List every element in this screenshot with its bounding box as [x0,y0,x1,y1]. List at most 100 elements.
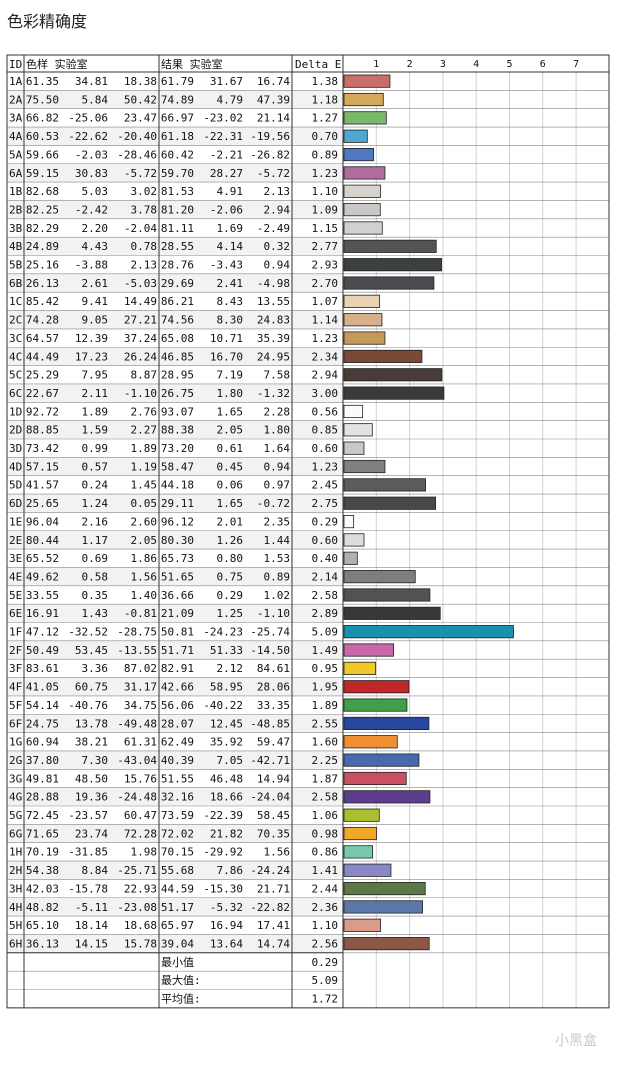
patch-id: 1B [9,185,23,198]
delta-e-value: 1.89 [312,699,339,712]
target-lab-value: 9.05 [82,314,109,327]
delta-e-bar [343,129,368,143]
patch-id: 2C [9,314,22,327]
result-lab-value: 31.67 [210,75,243,88]
result-lab-value: 33.35 [257,699,290,712]
patch-id: 3G [9,772,22,785]
target-lab-value: -0.81 [124,607,157,620]
delta-e-bar [343,147,375,162]
delta-e-bar [343,184,382,198]
delta-e-bar [343,533,365,547]
patch-id: 1F [9,626,22,639]
result-lab-value: 35.92 [210,736,243,749]
patch-id: 1D [9,405,22,418]
result-lab-value: 0.45 [217,460,244,473]
result-lab-value: 0.29 [217,589,244,602]
result-lab-value: 8.30 [217,314,244,327]
target-lab-value: 14.49 [124,295,157,308]
patch-id: 4C [9,350,22,363]
result-lab-value: 73.59 [161,809,194,822]
delta-e-bar [343,368,443,382]
delta-e-bar [343,221,383,235]
delta-e-bar [343,863,392,877]
target-lab-value: -5.03 [124,277,157,290]
result-lab-value: 4.91 [217,185,244,198]
patch-id: 2E [9,534,22,547]
patch-id: 5F [9,699,22,712]
target-lab-value: 1.98 [131,846,158,859]
result-lab-value: 0.94 [264,460,291,473]
delta-e-value: 2.36 [312,901,339,914]
target-lab-value: 26.24 [124,350,157,363]
target-lab-value: 2.13 [131,259,158,272]
result-lab-value: 86.21 [161,295,194,308]
summary-value: 0.29 [312,956,339,969]
delta-e-value: 3.00 [312,387,339,400]
delta-e-value: 1.27 [312,112,339,125]
result-lab-value: 74.89 [161,93,194,106]
result-lab-value: -2.49 [257,222,290,235]
target-lab-value: 2.27 [131,424,158,437]
delta-e-value: 0.60 [312,534,339,547]
target-lab-value: 83.61 [26,662,59,675]
target-lab-value: 59.15 [26,167,59,180]
delta-e-value: 2.44 [312,882,339,895]
patch-id: 6C [9,387,22,400]
patch-id: 6F [9,717,22,730]
delta-e-value: 1.87 [312,772,339,785]
target-lab-value: 54.14 [26,699,59,712]
result-lab-value: 18.66 [210,791,243,804]
result-lab-value: -48.85 [250,717,290,730]
result-lab-value: 0.80 [217,552,244,565]
target-lab-value: 53.45 [75,644,108,657]
delta-e-bar [343,331,386,345]
row-shade [7,824,343,843]
page-title: 色彩精确度 [7,12,88,31]
row-shade [7,310,343,329]
row-shade [7,934,343,953]
delta-e-bar [343,166,386,180]
result-lab-value: 81.53 [161,185,194,198]
result-lab-value: 1.65 [217,405,244,418]
result-lab-value: 1.44 [264,534,291,547]
row-shade [7,861,343,880]
delta-e-bar [343,625,514,639]
delta-e-value: 2.25 [312,754,339,767]
delta-e-value: 1.09 [312,203,339,216]
delta-e-bar [343,496,436,510]
delta-e-value: 2.70 [312,277,339,290]
patch-id: 2A [9,93,23,106]
target-lab-value: -32.52 [68,626,108,639]
result-lab-value: 46.48 [210,772,243,785]
summary-label: 平均值: [161,993,201,1006]
delta-e-bar [343,643,395,657]
patch-id: 6D [9,497,22,510]
delta-e-value: 1.10 [312,919,339,932]
result-lab-value: 21.82 [210,827,243,840]
target-lab-value: 1.17 [82,534,109,547]
target-lab-value: 50.49 [26,644,59,657]
patch-id: 4A [9,130,23,143]
target-lab-value: 0.99 [82,442,109,455]
target-lab-value: 7.30 [82,754,109,767]
patch-id: 2D [9,424,22,437]
delta-e-value: 1.14 [312,314,339,327]
delta-e-bar [343,826,378,841]
delta-e-value: 1.15 [312,222,339,235]
delta-e-value: 0.86 [312,846,339,859]
delta-e-bar [343,459,386,474]
delta-e-bar [343,92,384,107]
target-lab-value: 1.59 [82,424,109,437]
result-lab-value: 13.55 [257,295,290,308]
target-lab-value: -25.71 [117,864,157,877]
target-lab-value: 13.78 [75,717,108,730]
target-lab-value: 72.45 [26,809,59,822]
target-lab-value: 15.78 [124,937,157,950]
delta-e-value: 2.56 [312,937,339,950]
patch-id: 1C [9,295,22,308]
summary-label: 最大值: [161,973,201,987]
target-lab-value: 27.21 [124,314,157,327]
target-lab-value: 18.68 [124,919,157,932]
target-lab-value: 82.25 [26,203,59,216]
target-lab-value: 2.20 [82,222,109,235]
